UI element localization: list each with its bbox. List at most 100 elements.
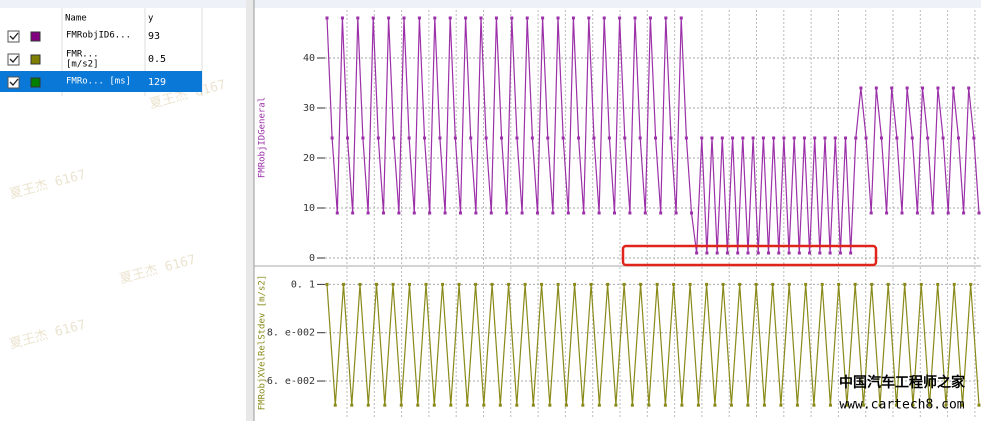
checkbox[interactable] bbox=[7, 30, 20, 43]
sample-point bbox=[696, 403, 700, 407]
sample-point bbox=[837, 282, 841, 286]
sample-point bbox=[618, 16, 622, 20]
sample-point bbox=[424, 282, 428, 286]
sample-point bbox=[366, 403, 370, 407]
sample-point bbox=[571, 16, 575, 20]
sample-point bbox=[710, 136, 714, 140]
sample-point bbox=[564, 403, 568, 407]
sample-point bbox=[859, 86, 863, 90]
sample-point bbox=[911, 403, 915, 407]
table-header: y bbox=[148, 14, 154, 24]
sample-point bbox=[654, 136, 658, 140]
sample-point bbox=[690, 211, 694, 215]
sample-point bbox=[849, 251, 853, 255]
sample-point bbox=[630, 403, 634, 407]
sample-point bbox=[587, 16, 591, 20]
sample-point bbox=[927, 403, 931, 407]
sample-point bbox=[638, 136, 642, 140]
signal-color bbox=[30, 31, 41, 42]
sample-point bbox=[688, 282, 692, 286]
sample-point bbox=[633, 16, 637, 20]
sample-point bbox=[956, 136, 960, 140]
y-tick-label: 0. 1 bbox=[291, 279, 315, 290]
y-tick-label: 30 bbox=[303, 103, 315, 114]
sample-point bbox=[977, 403, 981, 407]
check-mark bbox=[9, 55, 19, 63]
sample-point bbox=[845, 403, 849, 407]
sample-point bbox=[746, 403, 750, 407]
sample-point bbox=[756, 251, 760, 255]
sample-point bbox=[469, 136, 473, 140]
sample-point bbox=[417, 16, 421, 20]
sample-point bbox=[457, 282, 461, 286]
sample-point bbox=[664, 16, 668, 20]
sample-point bbox=[623, 136, 627, 140]
sample-point bbox=[761, 136, 765, 140]
sample-point bbox=[853, 282, 857, 286]
sample-point bbox=[720, 136, 724, 140]
sample-point bbox=[782, 136, 786, 140]
sample-point bbox=[705, 251, 709, 255]
sample-point bbox=[672, 282, 676, 286]
checkbox[interactable] bbox=[7, 76, 20, 89]
sample-point bbox=[546, 136, 550, 140]
sample-point bbox=[960, 403, 964, 407]
sample-point bbox=[582, 211, 586, 215]
signal-color bbox=[30, 54, 41, 65]
sample-point bbox=[754, 282, 758, 286]
sample-point bbox=[474, 211, 478, 215]
splitter[interactable] bbox=[246, 0, 254, 421]
sample-point bbox=[458, 211, 462, 215]
sample-point bbox=[813, 136, 817, 140]
sample-point bbox=[577, 136, 581, 140]
sample-point bbox=[648, 16, 652, 20]
sample-point bbox=[655, 282, 659, 286]
sample-point bbox=[808, 251, 812, 255]
sample-point bbox=[777, 251, 781, 255]
sample-point bbox=[438, 136, 442, 140]
sample-point bbox=[700, 136, 704, 140]
sample-point bbox=[383, 403, 387, 407]
sample-point bbox=[772, 136, 776, 140]
sample-point bbox=[787, 282, 791, 286]
sample-point bbox=[556, 282, 560, 286]
sample-point bbox=[869, 211, 873, 215]
sample-point bbox=[448, 16, 452, 20]
sample-point bbox=[342, 282, 346, 286]
y-tick-label: 6. e-002 bbox=[267, 376, 315, 387]
sample-point bbox=[936, 282, 940, 286]
sample-point bbox=[738, 282, 742, 286]
sample-point bbox=[890, 86, 894, 90]
sample-point bbox=[639, 282, 643, 286]
sample-point bbox=[878, 403, 882, 407]
sample-point bbox=[346, 136, 350, 140]
selected-row bbox=[0, 71, 202, 92]
signal-line bbox=[326, 17, 980, 254]
sample-point bbox=[515, 403, 519, 407]
sample-point bbox=[351, 211, 355, 215]
sample-point bbox=[864, 136, 868, 140]
sample-point bbox=[614, 403, 618, 407]
table-header: Name bbox=[65, 14, 87, 24]
sample-point bbox=[548, 403, 552, 407]
sample-point bbox=[721, 282, 725, 286]
sample-point bbox=[515, 136, 519, 140]
y-axis-label: FMRobjIDGeneral bbox=[258, 97, 268, 178]
sample-point bbox=[771, 282, 775, 286]
sample-point bbox=[833, 136, 837, 140]
checkbox[interactable] bbox=[7, 53, 20, 66]
sample-point bbox=[489, 211, 493, 215]
sample-point bbox=[531, 403, 535, 407]
y-tick-label: 0 bbox=[309, 253, 315, 264]
sample-point bbox=[812, 403, 816, 407]
sample-point bbox=[375, 282, 379, 286]
sample-point bbox=[556, 16, 560, 20]
sample-point bbox=[779, 403, 783, 407]
signal-name: FMR... bbox=[66, 50, 99, 60]
sample-point bbox=[530, 136, 534, 140]
sample-point bbox=[895, 136, 899, 140]
sample-point bbox=[551, 211, 555, 215]
sample-point bbox=[802, 136, 806, 140]
sample-point bbox=[921, 86, 925, 90]
